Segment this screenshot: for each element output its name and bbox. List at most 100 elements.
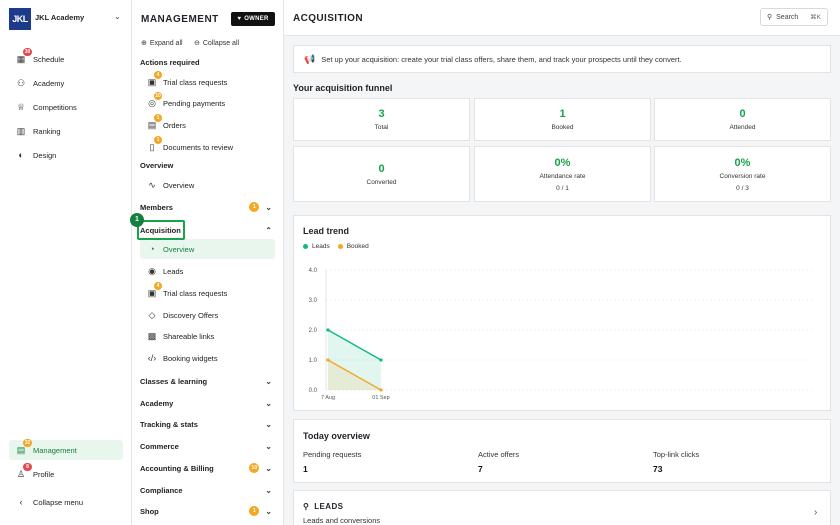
nav-label: Schedule [33,54,65,64]
search-button[interactable]: ⚲ Search ⌘K [760,8,828,26]
nav-ranking[interactable]: ▥ Ranking [9,121,123,141]
palette-icon: ◐ [18,150,24,160]
series-area-leads [328,330,381,390]
section-commerce[interactable]: Commerce ⌄ [140,440,272,452]
management-panel: MANAGEMENT ♥ OWNER ⊕ Expand all ⊖ Collap… [132,0,284,525]
today-value: 7 [478,464,483,474]
expand-icon: ⊕ [141,40,147,47]
action-label: Trial class requests [163,77,228,87]
section-tracking-stats[interactable]: Tracking & stats ⌄ [140,418,272,430]
section-label: Acquisition [140,225,181,235]
nav-management[interactable]: ▤ 32 Management [9,439,123,460]
nav-schedule[interactable]: ▦ 30 Schedule [9,48,123,69]
nav-competitions[interactable]: ♕ Competitions [9,97,123,117]
page-title: ACQUISITION [293,13,363,24]
funnel-card-attendance-rate: 0% Attendance rate 0 / 1 [474,146,651,202]
collapse-all-button[interactable]: ⊖ Collapse all [194,39,239,48]
collapse-menu-button[interactable]: ‹ Collapse menu [9,492,123,512]
action-pending-payments[interactable]: ◎ 10 Pending payments [140,92,275,113]
today-title: Today overview [303,431,370,441]
overview-heading: Overview [140,161,174,170]
banner-text: Set up your acquisition: create your tri… [321,54,682,64]
lead-trend-chart: 4.0 3.0 2.0 1.0 0.07 Aug 01 Sep [309,268,814,401]
chevron-down-icon: ⌄ [265,202,272,212]
section-shop[interactable]: Shop 1 ⌄ [140,505,272,517]
org-name[interactable]: JKL Academy [35,13,85,22]
nav-design[interactable]: ◐ Design [9,145,123,165]
section-accounting-billing[interactable]: Accounting & Billing 10 ⌄ [140,462,272,474]
profile-badge: 8 [23,463,32,471]
today-label: Active offers [478,450,520,459]
acquisition-highlight [137,220,185,240]
dashboard-icon: ◔ [149,244,155,254]
chevron-right-icon[interactable]: › [814,507,818,518]
section-classes-learning[interactable]: Classes & learning ⌄ [140,375,272,387]
acq-shareable-links[interactable]: ▩ Shareable links [140,326,275,346]
nav-academy[interactable]: ⚇ Academy [9,73,123,93]
funnel-value: 1 [559,108,566,120]
section-label: Compliance [140,485,183,495]
search-icon: ⚲ [767,14,773,21]
expand-all-button[interactable]: ⊕ Expand all [141,39,183,48]
acq-booking-widgets[interactable]: ‹/› Booking widgets [140,348,275,368]
action-trial-class-requests[interactable]: ▣ 4 Trial class requests [140,71,275,92]
funnel-card-total: 3 Total [293,98,470,141]
chevron-down-icon: ⌄ [265,463,272,473]
section-acquisition[interactable]: Acquisition ⌃ [140,224,272,236]
app-sidebar: JKL JKL Academy ⌄ ▦ 30 Schedule ⚇ Academy… [0,0,132,525]
nav-label: Ranking [33,126,61,136]
data-point-booked [326,358,330,362]
management-badge: 32 [23,439,32,447]
today-value: 73 [653,464,663,474]
schedule-badge: 30 [23,48,32,56]
series-line-booked [327,359,382,391]
funnel-card-converted: 0 Converted [293,146,470,202]
tag-icon: ◇ [148,309,156,320]
nav-label: Management [33,445,77,455]
leads-card[interactable]: ⚲ LEADS Leads and conversions › [293,490,831,525]
action-documents-to-review[interactable]: ▯ 1 Documents to review [140,136,275,157]
today-label: Top-link clicks [653,450,700,459]
collapse-menu-label: Collapse menu [33,497,84,507]
funnel-label: Attendance rate [539,172,586,180]
y-tick-label: 4.0 [309,268,318,274]
nav-profile[interactable]: ♙ 8 Profile [9,463,123,484]
nav-label: Competitions [33,102,77,112]
accounting-count-badge: 10 [249,463,260,473]
y-tick-label: 1.0 [309,358,318,364]
funnel-label: Booked [551,124,574,131]
acq-leads[interactable]: ◉ Leads [140,261,275,281]
search-shortcut: ⌘K [810,14,821,21]
section-academy[interactable]: Academy ⌄ [140,397,272,409]
users-icon: ⚇ [16,77,26,88]
funnel-sub: 0 / 1 [556,184,569,192]
section-members[interactable]: Members 1 ⌄ [140,201,272,213]
main-content: ACQUISITION ⚲ Search ⌘K 📢 Set up your ac… [284,0,840,525]
funnel-title: Your acquisition funnel [293,83,393,93]
acq-label: Trial class requests [163,288,228,298]
payment-icon: ◎ 10 [148,92,162,108]
overview-label: Overview [163,180,195,190]
y-tick-label: 2.0 [309,328,318,334]
action-orders[interactable]: ▤ 1 Orders [140,114,275,135]
y-tick-label: 3.0 [309,298,318,304]
section-compliance[interactable]: Compliance ⌄ [140,484,272,496]
chart-title: Lead trend [303,226,350,236]
info-banner: 📢 Set up your acquisition: create your t… [293,45,831,73]
today-value: 1 [303,464,308,474]
acq-overview[interactable]: ◔ Overview [140,239,275,259]
chevron-down-icon: ⌄ [265,485,272,495]
funnel-label: Total [374,124,389,131]
acq-label: Overview [163,244,195,254]
overview-link[interactable]: ∿ Overview [140,175,275,195]
nav-label: Design [33,150,57,160]
action-badge: 10 [154,92,162,100]
trial-request-icon: ▣ 4 [146,282,162,299]
acq-discovery-offers[interactable]: ◇ Discovery Offers [140,305,275,325]
org-switcher-chevron-icon[interactable]: ⌄ [114,12,121,21]
acq-trial-class-requests[interactable]: ▣ 4 Trial class requests [140,282,275,303]
trophy-icon: ♕ [16,101,26,112]
series-line-leads [327,329,382,361]
data-point-leads [326,328,330,332]
chevron-down-icon: ⌄ [265,398,272,408]
